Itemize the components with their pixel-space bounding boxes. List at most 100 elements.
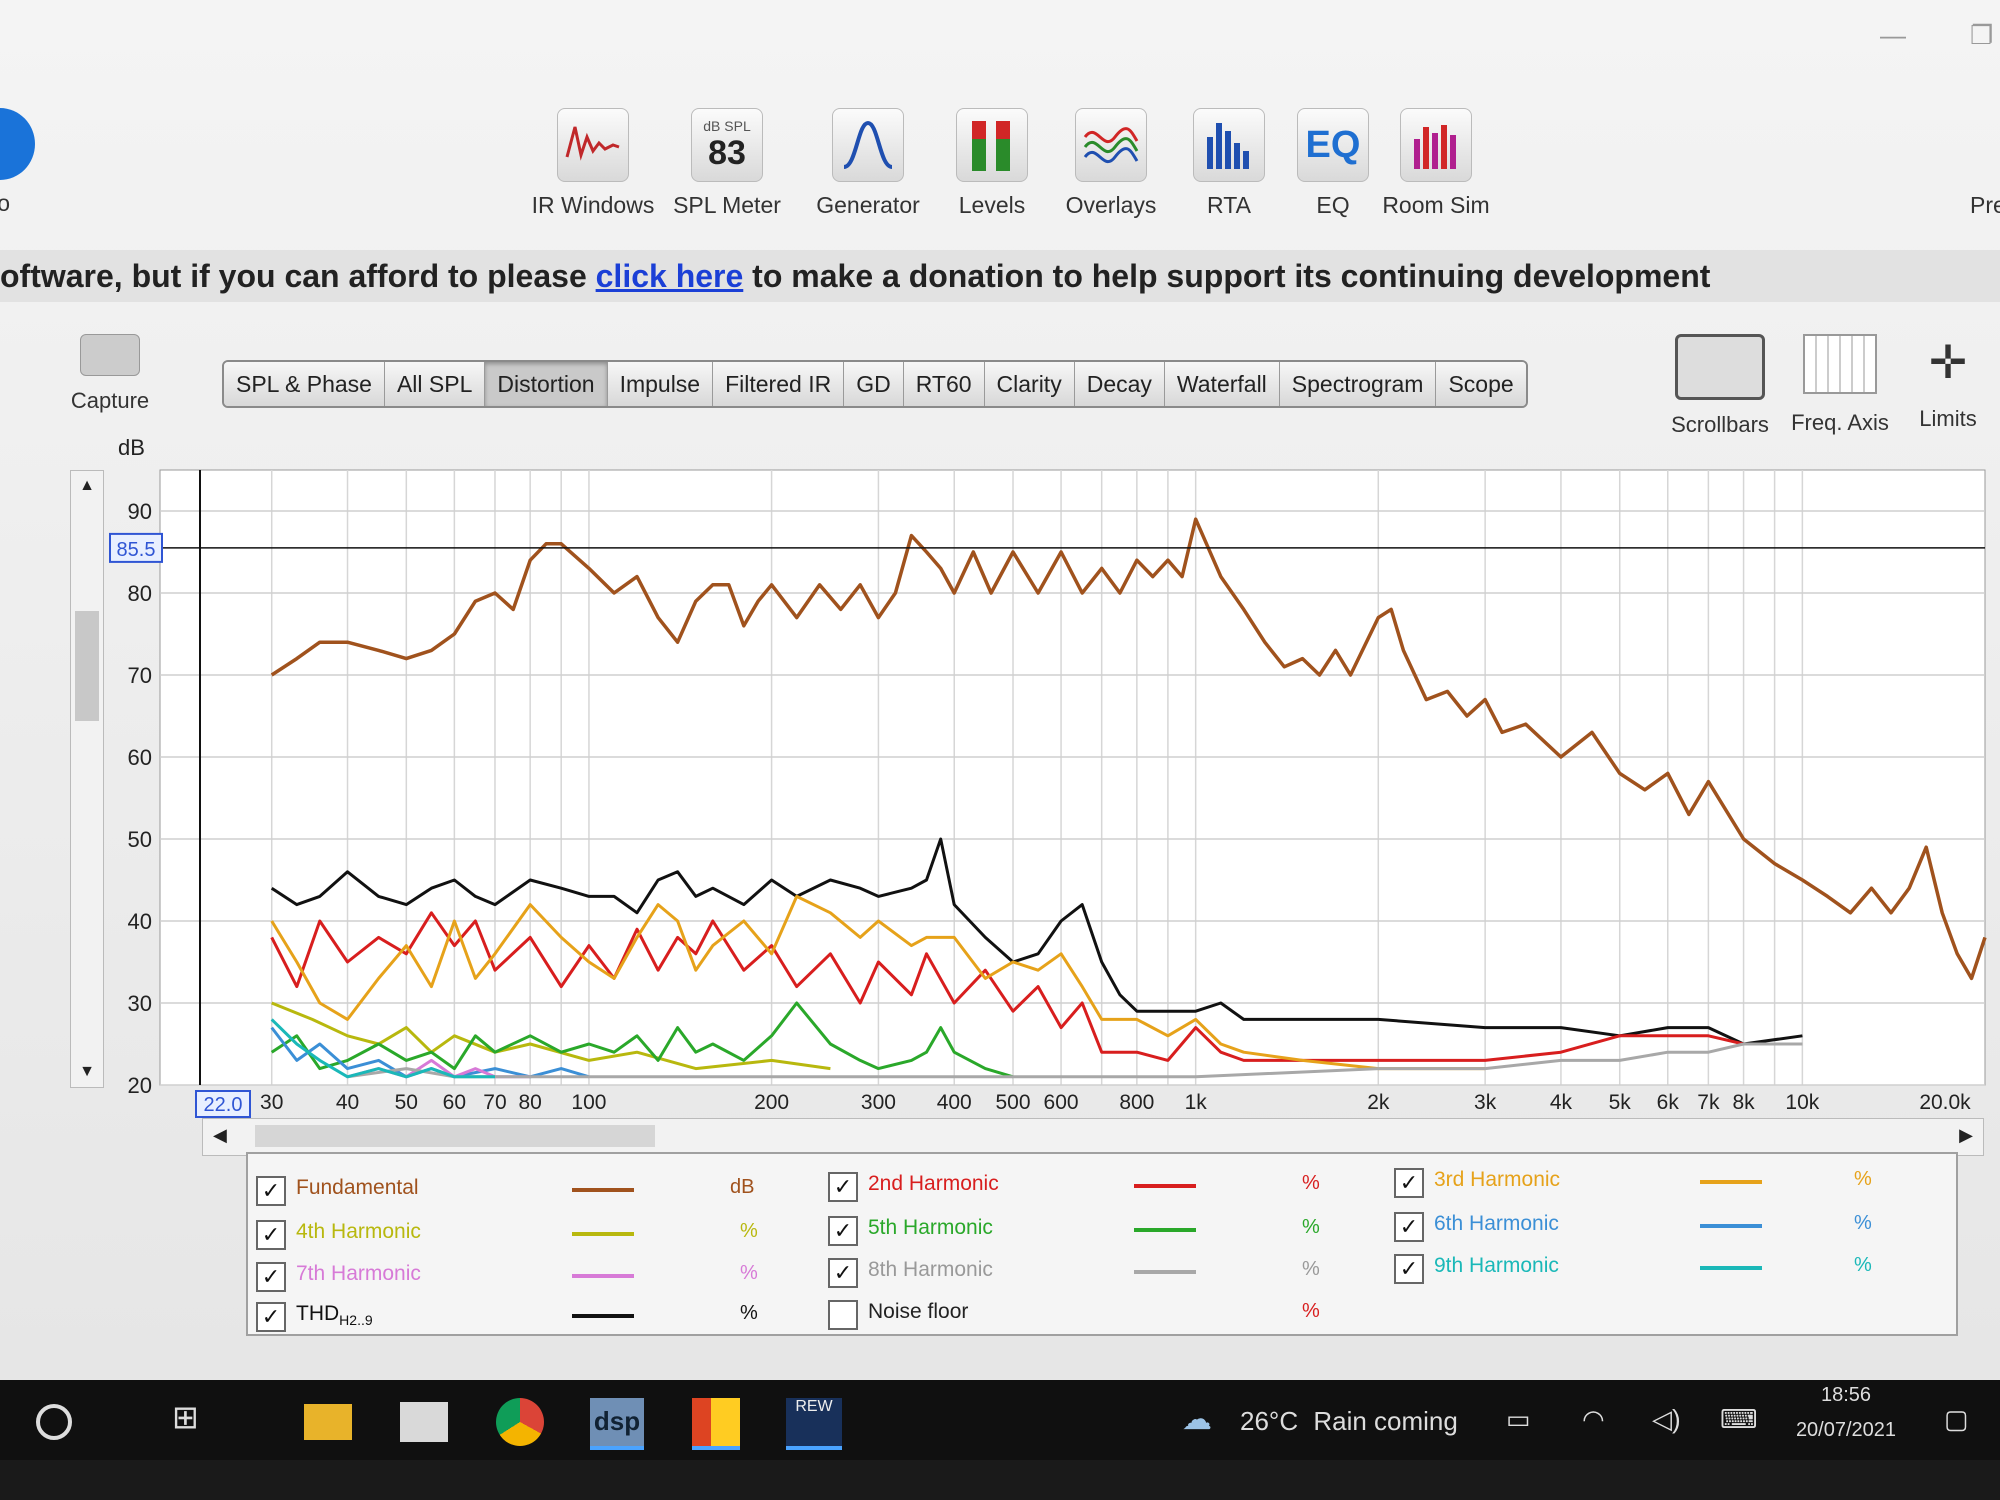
legend-thd[interactable]: ✓ THDH2..9 % <box>256 1298 776 1334</box>
scroll-down-icon[interactable]: ▼ <box>79 1063 95 1080</box>
checkbox-noise-floor[interactable] <box>828 1300 858 1330</box>
horizontal-scrollbar[interactable]: ◀ ▶ <box>202 1118 1984 1156</box>
donation-text-after: to make a donation to help support its c… <box>752 258 1711 294</box>
tab-gd[interactable]: GD <box>844 362 904 406</box>
tab-impulse[interactable]: Impulse <box>607 362 714 406</box>
freq-axis-button[interactable]: Freq. Axis <box>1785 334 1895 436</box>
toolbar-eq[interactable]: EQ EQ <box>1263 108 1403 219</box>
toolbar-ir-windows[interactable]: IR Windows <box>523 108 663 219</box>
legend-h2[interactable]: ✓ 2nd Harmonic % <box>828 1168 1348 1204</box>
checkbox-h7[interactable]: ✓ <box>256 1262 286 1292</box>
checkbox-h6[interactable]: ✓ <box>1394 1212 1424 1242</box>
legend-h3[interactable]: ✓ 3rd Harmonic % <box>1394 1164 1914 1200</box>
cursor-y-box <box>109 532 163 563</box>
tab-scope[interactable]: Scope <box>1436 362 1526 406</box>
legend-h5[interactable]: ✓ 5th Harmonic % <box>828 1212 1348 1248</box>
legend-swatch <box>572 1274 634 1278</box>
checkbox-fundamental[interactable]: ✓ <box>256 1176 286 1206</box>
tab-spl-phase[interactable]: SPL & Phase <box>224 362 385 406</box>
legend-swatch <box>1134 1228 1196 1232</box>
taskbar: ⊞ dsp REW ☁ 26°C Rain coming ▭ ◠ ◁) ⌨ 18… <box>0 1380 2000 1460</box>
donation-link[interactable]: click here <box>595 258 744 294</box>
toolbar-levels[interactable]: Levels <box>922 108 1062 219</box>
spl-meter-caption: dB SPL <box>703 117 751 134</box>
y-tick-label: 20 <box>128 1073 152 1098</box>
legend-label: Noise floor <box>868 1300 969 1323</box>
store-icon[interactable] <box>400 1402 448 1442</box>
ir-windows-icon <box>557 108 629 182</box>
tab-waterfall[interactable]: Waterfall <box>1164 362 1280 406</box>
tab-clarity[interactable]: Clarity <box>984 362 1075 406</box>
toolbar-info[interactable]: fo <box>0 108 70 217</box>
legend-panel: ✓ Fundamental dB ✓ 4th Harmonic % ✓ 7th … <box>246 1152 1958 1336</box>
limits-button[interactable]: ✛ Limits <box>1898 334 1998 432</box>
checkbox-h2[interactable]: ✓ <box>828 1172 858 1202</box>
y-tick-label: 70 <box>128 663 152 688</box>
checkbox-h4[interactable]: ✓ <box>256 1220 286 1250</box>
checkbox-h3[interactable]: ✓ <box>1394 1168 1424 1198</box>
legend-unit: % <box>1854 1168 1872 1190</box>
plot-area <box>159 469 1986 1086</box>
toolbar-label: Overlays <box>1065 192 1157 218</box>
chrome-icon[interactable] <box>496 1398 544 1446</box>
toolbar-room-sim[interactable]: Room Sim <box>1366 108 1506 219</box>
volume-icon[interactable]: ◁) <box>1652 1404 1681 1434</box>
legend-noise-floor[interactable]: Noise floor % <box>828 1296 1348 1332</box>
task-view-icon[interactable]: ⊞ <box>172 1399 199 1435</box>
wifi-icon[interactable]: ◠ <box>1582 1404 1605 1434</box>
checkbox-h9[interactable]: ✓ <box>1394 1254 1424 1284</box>
weather-widget[interactable]: 26°C Rain coming <box>1240 1406 1458 1437</box>
toolbar-label: Room Sim <box>1382 192 1490 218</box>
tab-spectrogram[interactable]: Spectrogram <box>1279 362 1437 406</box>
capture-button[interactable]: Capture <box>62 334 158 414</box>
vertical-scrollbar[interactable]: ▲ ▼ <box>70 470 104 1088</box>
scroll-right-icon[interactable]: ▶ <box>1959 1125 1973 1145</box>
legend-h9[interactable]: ✓ 9th Harmonic % <box>1394 1250 1914 1286</box>
y-tick-label: 90 <box>128 499 152 524</box>
scroll-left-icon[interactable]: ◀ <box>213 1125 227 1145</box>
legend-unit: dB <box>730 1176 755 1198</box>
legend-h8[interactable]: ✓ 8th Harmonic % <box>828 1254 1348 1290</box>
y-tick-label: 60 <box>128 745 152 770</box>
checkbox-h5[interactable]: ✓ <box>828 1216 858 1246</box>
tab-filtered-ir[interactable]: Filtered IR <box>713 362 845 406</box>
start-icon[interactable] <box>36 1404 72 1440</box>
rew-app-icon[interactable]: REW <box>786 1398 842 1450</box>
donation-text-before: oftware, but if you can afford to please <box>0 258 587 294</box>
toolbar-generator[interactable]: Generator <box>798 108 938 219</box>
notifications-icon[interactable]: ▢ <box>1944 1404 1969 1434</box>
toolbar-overlays[interactable]: Overlays <box>1041 108 1181 219</box>
tab-rt60[interactable]: RT60 <box>903 362 985 406</box>
toolbar-rta[interactable]: RTA <box>1159 108 1299 219</box>
checkbox-thd[interactable]: ✓ <box>256 1302 286 1332</box>
file-explorer-icon[interactable] <box>304 1404 352 1440</box>
clock[interactable]: 18:56 20/07/2021 <box>1786 1384 1906 1442</box>
legend-h4[interactable]: ✓ 4th Harmonic % <box>256 1216 776 1252</box>
series-line-h5 <box>270 1001 1014 1079</box>
legend-h6[interactable]: ✓ 6th Harmonic % <box>1394 1208 1914 1244</box>
legend-unit: % <box>740 1262 758 1284</box>
x-tick-label: 300 <box>861 1091 896 1114</box>
legend-fundamental[interactable]: ✓ Fundamental dB <box>256 1172 776 1208</box>
series-line-h4 <box>271 1001 831 1071</box>
distortion-chart[interactable]: 90 80 70 60 50 40 30 20 dB 30 40 50 60 70 80 100 200 300 4… <box>0 0 2000 1120</box>
toolbar-info-label: fo <box>0 190 10 216</box>
toolbar-spl-meter[interactable]: dB SPL 83 SPL Meter <box>657 108 797 219</box>
tab-all-spl[interactable]: All SPL <box>384 362 486 406</box>
scroll-up-icon[interactable]: ▲ <box>79 477 95 494</box>
tab-decay[interactable]: Decay <box>1074 362 1165 406</box>
dsp-app-icon[interactable]: dsp <box>590 1398 644 1450</box>
minimize-icon[interactable]: — <box>1880 20 1906 50</box>
tab-distortion[interactable]: Distortion <box>485 362 608 406</box>
vertical-scroll-thumb[interactable] <box>75 611 99 721</box>
scrollbars-button[interactable]: Scrollbars <box>1665 334 1775 438</box>
keyboard-icon[interactable]: ⌨ <box>1720 1404 1758 1434</box>
legend-h7[interactable]: ✓ 7th Harmonic % <box>256 1258 776 1294</box>
legend-label: 5th Harmonic <box>868 1216 993 1239</box>
toolbar-preferences[interactable]: Pre <box>1930 108 2000 219</box>
restore-icon[interactable]: ❐ <box>1970 20 1994 50</box>
battery-icon[interactable]: ▭ <box>1506 1404 1531 1434</box>
checkbox-h8[interactable]: ✓ <box>828 1258 858 1288</box>
horizontal-scroll-thumb[interactable] <box>255 1125 655 1147</box>
color-app-icon[interactable] <box>692 1398 740 1450</box>
